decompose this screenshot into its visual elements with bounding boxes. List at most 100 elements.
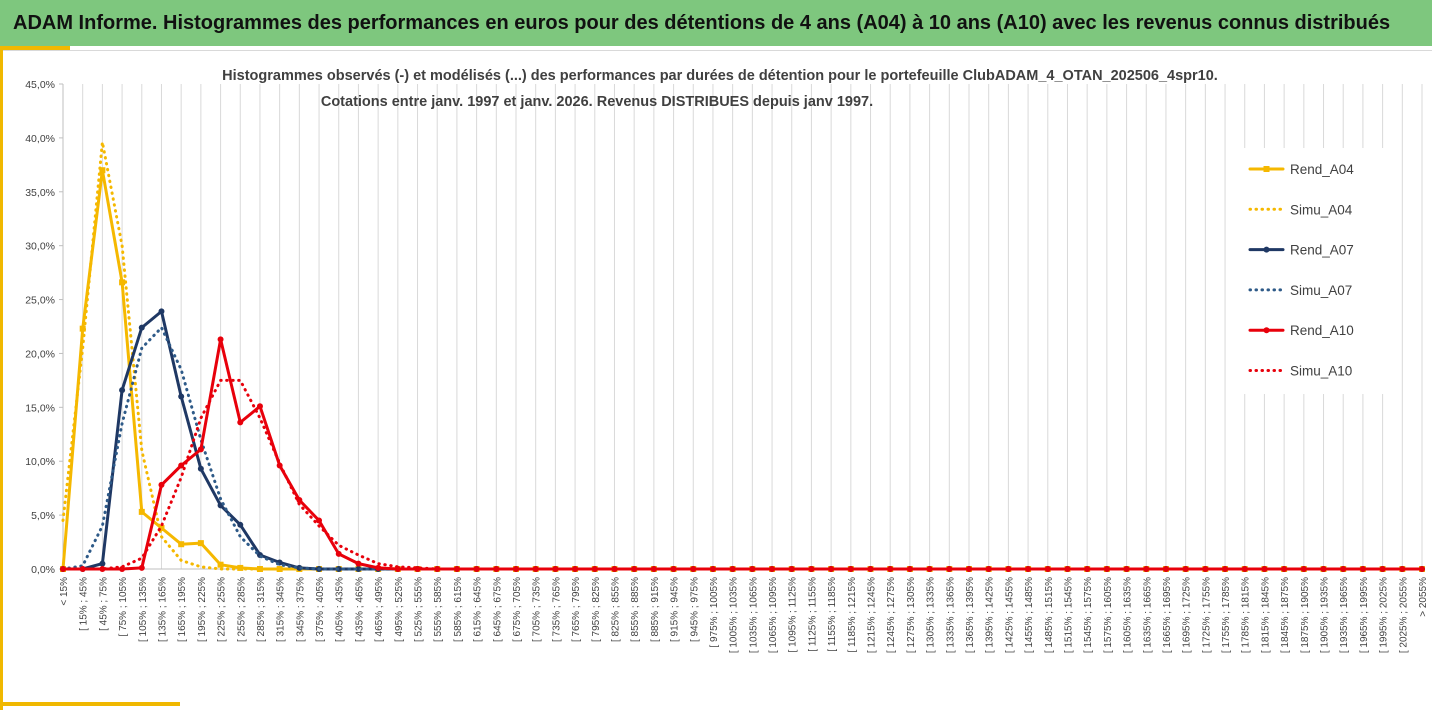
grid-layer — [62, 84, 1423, 569]
x-tick-label: [ 495% ; 525% — [394, 577, 405, 642]
data-point-rend_a07 — [178, 393, 185, 400]
x-tick-label: [ 1875% ; 1905% — [1300, 577, 1311, 653]
x-tick-label: [ 165% ; 195% — [177, 577, 188, 642]
x-tick-label: [ 1185% ; 1215% — [847, 577, 858, 653]
x-tick-label: [ 675% ; 705% — [512, 577, 523, 642]
x-tick-label: [ 1065% ; 1095% — [768, 577, 779, 653]
x-tick-label: [ 855% ; 885% — [630, 577, 641, 642]
data-point-rend_a10 — [1182, 566, 1189, 572]
x-tick-label: [ 585% ; 615% — [453, 577, 464, 642]
x-tick-label: [ 375% ; 405% — [315, 577, 326, 642]
x-tick-label: [ 975% ; 1005% — [709, 577, 720, 648]
data-point-rend_a07 — [158, 308, 165, 315]
data-point-rend_a10 — [631, 566, 638, 572]
data-point-rend_a04 — [197, 540, 204, 547]
accent-bar-top — [0, 46, 70, 50]
x-tick-label: [ 765% ; 795% — [571, 577, 582, 642]
series-line-rend_a10 — [61, 337, 1424, 571]
data-point-rend_a07 — [119, 387, 126, 394]
data-point-rend_a10 — [197, 446, 204, 453]
data-point-rend_a10 — [1419, 566, 1425, 572]
x-tick-label: [ 1575% ; 1605% — [1103, 577, 1114, 653]
x-tick-label: [ 255% ; 285% — [236, 577, 247, 642]
legend-label-simu_a04: Simu_A04 — [1290, 202, 1353, 217]
x-tick-label: [ 1695% ; 1725% — [1182, 577, 1193, 653]
data-point-rend_a10 — [1103, 566, 1110, 572]
x-tick-label: [ 1275% ; 1305% — [906, 577, 917, 653]
data-point-rend_a10 — [1123, 566, 1130, 572]
chart-frame — [3, 50, 1432, 710]
data-point-rend_a10 — [1320, 566, 1327, 572]
x-tick-label: [ 1845% ; 1875% — [1280, 577, 1291, 653]
x-tick-label: [ 825% ; 855% — [610, 577, 621, 642]
legend-label-rend_a10: Rend_A10 — [1290, 323, 1354, 338]
x-tick-label: [ 1725% ; 1755% — [1201, 577, 1212, 653]
data-point-rend_a10 — [237, 419, 244, 426]
x-tick-label: [ 555% ; 585% — [433, 577, 444, 642]
x-tick-label: [ 1905% ; 1935% — [1320, 577, 1331, 653]
data-point-rend_a07 — [355, 566, 362, 572]
series-line-rend_a04 — [61, 168, 1424, 571]
legend-marker — [1263, 327, 1270, 334]
x-tick-label: [ 1605% ; 1635% — [1123, 577, 1134, 653]
x-tick-label: [ 1245% ; 1275% — [886, 577, 897, 653]
x-tick-label: [ 1815% ; 1845% — [1260, 577, 1271, 653]
data-point-rend_a10 — [906, 566, 913, 572]
x-tick-label: [ 15% ; 45% — [79, 577, 90, 631]
x-tick-label: [ 285% ; 315% — [256, 577, 267, 642]
y-tick-label: 45,0% — [25, 79, 55, 91]
legend-marker — [1263, 166, 1270, 172]
x-tick-label: [ 1635% ; 1665% — [1142, 577, 1153, 653]
y-tick-label: 0,0% — [31, 564, 55, 576]
x-tick-label: [ 615% ; 645% — [473, 577, 484, 642]
data-point-rend_a10 — [769, 566, 776, 572]
x-tick-label: [ 1395% ; 1425% — [985, 577, 996, 653]
chart-title-line-2: Cotations entre janv. 1997 et janv. 2026… — [321, 94, 873, 110]
report-header: ADAM Informe. Histogrammes des performan… — [0, 0, 1432, 46]
accent-bar-left — [0, 46, 3, 710]
data-point-rend_a04 — [256, 566, 263, 572]
x-tick-label: [ 1995% ; 2025% — [1379, 577, 1390, 653]
data-point-rend_a10 — [1044, 566, 1051, 572]
data-point-rend_a10 — [690, 566, 697, 572]
legend-box — [1240, 148, 1390, 394]
report-title: ADAM Informe. Histogrammes des performan… — [13, 12, 1391, 34]
x-tick-label: [ 645% ; 675% — [492, 577, 503, 642]
data-point-rend_a10 — [966, 566, 972, 572]
y-tick-label: 20,0% — [25, 348, 55, 360]
axis-layer: 0,0% 5,0% 10,0% 15,0% 20,0% 25,0% 30,0% 35,0% 40… — [25, 79, 1429, 653]
x-tick-label: [ 435% ; 465% — [354, 577, 365, 642]
x-tick-label: [ 105% ; 135% — [138, 577, 149, 642]
x-tick-label: [ 1545% ; 1575% — [1083, 577, 1094, 653]
data-point-rend_a10 — [375, 564, 382, 571]
data-point-rend_a10 — [256, 403, 263, 410]
series-line-simu_a10 — [61, 378, 1424, 571]
x-tick-label: [ 1455% ; 1485% — [1024, 577, 1035, 653]
x-tick-label: [ 1095% ; 1125% — [788, 577, 799, 653]
x-tick-label: [ 1665% ; 1695% — [1162, 577, 1173, 653]
x-tick-label: < 15% — [59, 577, 70, 606]
accent-bar-bottom — [0, 702, 180, 706]
data-point-rend_a10 — [158, 481, 165, 488]
x-tick-label: [ 1935% ; 1965% — [1339, 577, 1350, 653]
data-point-rend_a10 — [99, 566, 106, 572]
y-tick-label: 10,0% — [25, 456, 55, 468]
x-tick-label: [ 1785% ; 1815% — [1241, 577, 1252, 653]
x-tick-label: [ 1965% ; 1995% — [1359, 577, 1370, 653]
data-point-rend_a10 — [355, 560, 362, 567]
data-point-rend_a07 — [197, 465, 204, 472]
x-tick-label: [ 195% ; 225% — [197, 577, 208, 642]
x-tick-label: [ 75% ; 105% — [118, 577, 129, 637]
x-tick-label: [ 1125% ; 1155% — [807, 577, 818, 652]
legend-label-rend_a04: Rend_A04 — [1290, 162, 1354, 177]
data-point-rend_a07 — [138, 324, 145, 331]
x-tick-label: [ 1485% ; 1515% — [1044, 577, 1055, 653]
x-tick-label: > 2055% — [1418, 577, 1429, 617]
x-tick-label: [ 1755% ; 1785% — [1221, 577, 1232, 653]
x-tick-label: [ 1035% ; 1065% — [748, 577, 759, 653]
y-tick-label: 40,0% — [25, 133, 55, 145]
y-tick-label: 35,0% — [25, 187, 55, 199]
x-tick-label: [ 795% ; 825% — [591, 577, 602, 642]
legend-label-rend_a07: Rend_A07 — [1290, 243, 1354, 258]
